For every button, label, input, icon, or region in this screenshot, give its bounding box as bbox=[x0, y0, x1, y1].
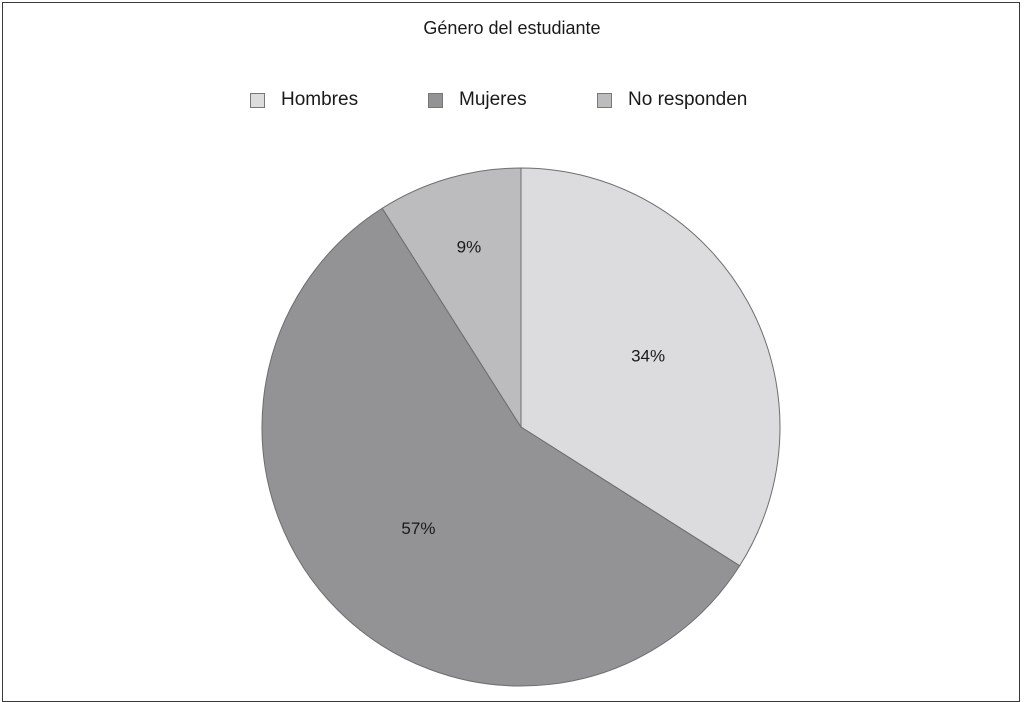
pie-slice-no-responden bbox=[381, 167, 522, 429]
legend-label-hombres: Hombres bbox=[281, 89, 359, 110]
legend-swatch-mujeres bbox=[428, 92, 443, 108]
legend-label-no-responden: No responden bbox=[628, 89, 748, 110]
legend-item-no-responden: No responden bbox=[597, 87, 747, 113]
legend: Hombres Mujeres No responden bbox=[0, 87, 1024, 113]
pie-slice-hombres bbox=[520, 167, 781, 567]
pie-slice-mujeres bbox=[261, 207, 741, 687]
slice-label-no-responden: 9% bbox=[457, 237, 482, 256]
slice-label-hombres: 34% bbox=[631, 347, 665, 366]
legend-item-mujeres: Mujeres bbox=[428, 87, 527, 113]
legend-item-hombres: Hombres bbox=[250, 87, 358, 113]
legend-swatch-hombres bbox=[250, 92, 265, 108]
slice-label-mujeres: 57% bbox=[401, 519, 435, 538]
legend-swatch-no-responden bbox=[597, 92, 612, 108]
chart-title: Género del estudiante bbox=[423, 18, 601, 38]
legend-label-mujeres: Mujeres bbox=[459, 89, 527, 110]
